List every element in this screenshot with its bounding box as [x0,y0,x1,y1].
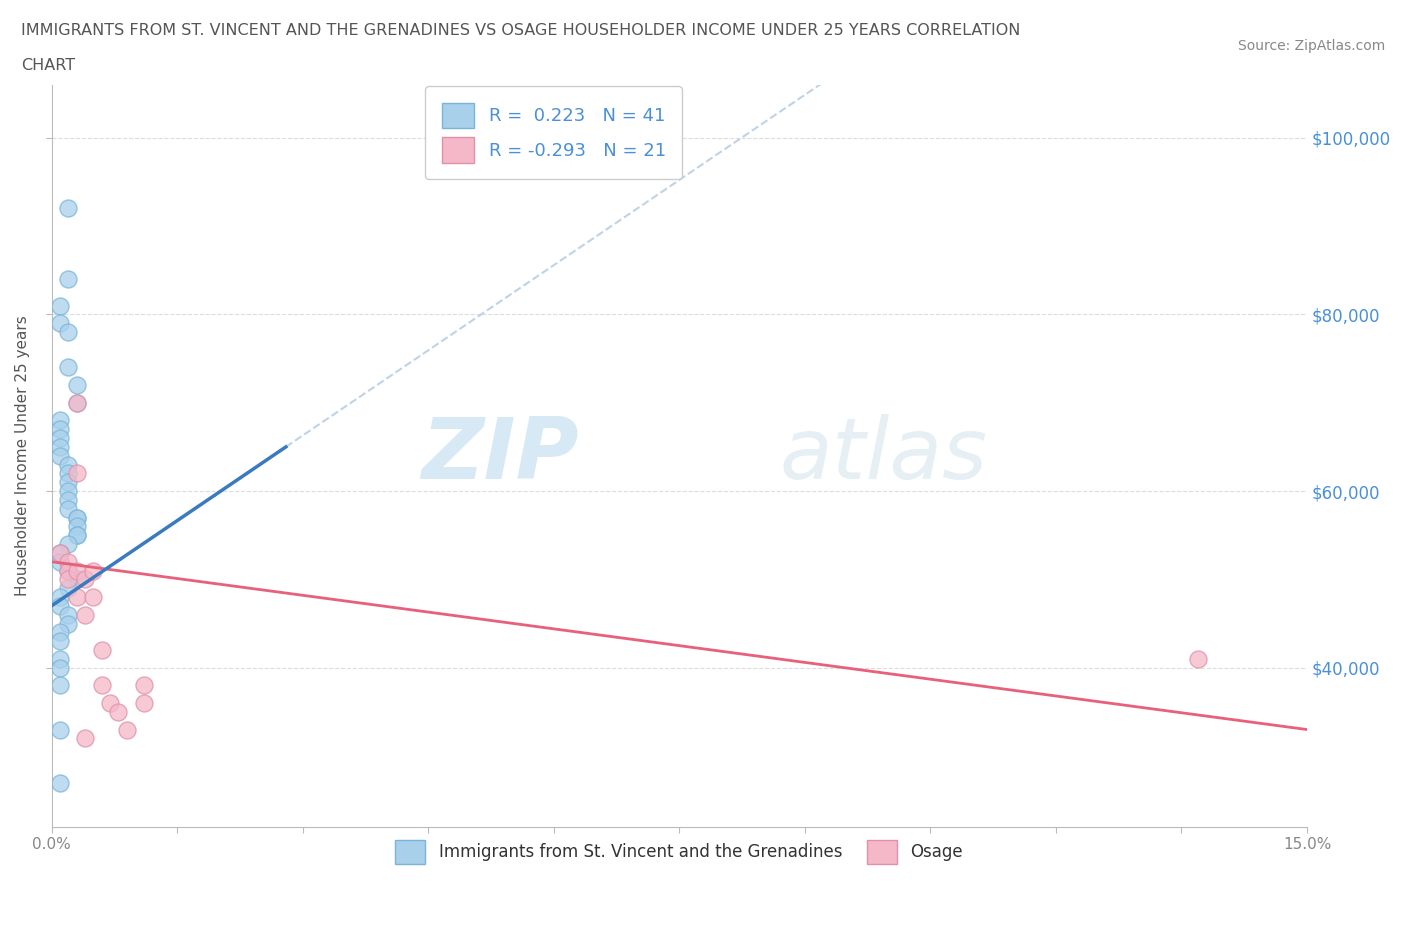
Text: IMMIGRANTS FROM ST. VINCENT AND THE GRENADINES VS OSAGE HOUSEHOLDER INCOME UNDER: IMMIGRANTS FROM ST. VINCENT AND THE GREN… [21,23,1021,38]
Point [73,572,96,587]
Point [98,696,121,711]
Point [132,678,155,693]
Point [49,625,72,640]
Text: CHART: CHART [21,58,75,73]
Text: atlas: atlas [780,414,987,498]
Point [49,633,72,648]
Point [58,607,80,622]
Point [58,201,80,216]
Point [73,607,96,622]
Point [58,272,80,286]
Point [49,431,72,445]
Point [58,493,80,508]
Point [1187,651,1209,666]
Y-axis label: Householder Income Under 25 years: Householder Income Under 25 years [15,315,30,596]
Text: Source: ZipAtlas.com: Source: ZipAtlas.com [1237,39,1385,53]
Point [58,616,80,631]
Point [58,484,80,498]
Point [58,458,80,472]
Point [66,563,89,578]
Point [90,678,112,693]
Point [58,475,80,490]
Point [73,731,96,746]
Point [82,563,104,578]
Point [66,378,89,392]
Point [58,554,80,569]
Point [82,590,104,604]
Point [49,448,72,463]
Point [49,422,72,437]
Text: ZIP: ZIP [422,414,579,498]
Point [66,572,89,587]
Point [66,511,89,525]
Point [66,590,89,604]
Point [49,316,72,331]
Point [49,590,72,604]
Point [58,563,80,578]
Point [66,395,89,410]
Point [66,511,89,525]
Point [66,519,89,534]
Point [49,554,72,569]
Point [49,546,72,561]
Point [107,704,129,719]
Point [115,722,138,737]
Point [58,360,80,375]
Point [49,413,72,428]
Point [66,395,89,410]
Point [49,660,72,675]
Point [49,598,72,613]
Point [66,466,89,481]
Point [58,325,80,339]
Point [90,643,112,658]
Point [58,580,80,595]
Point [132,696,155,711]
Point [49,546,72,561]
Legend: Immigrants from St. Vincent and the Grenadines, Osage: Immigrants from St. Vincent and the Gren… [388,833,970,870]
Point [66,528,89,543]
Point [58,572,80,587]
Point [49,775,72,790]
Point [49,678,72,693]
Point [66,528,89,543]
Point [49,722,72,737]
Point [58,563,80,578]
Point [49,651,72,666]
Point [58,537,80,551]
Point [58,501,80,516]
Point [49,299,72,313]
Point [49,440,72,455]
Point [58,466,80,481]
